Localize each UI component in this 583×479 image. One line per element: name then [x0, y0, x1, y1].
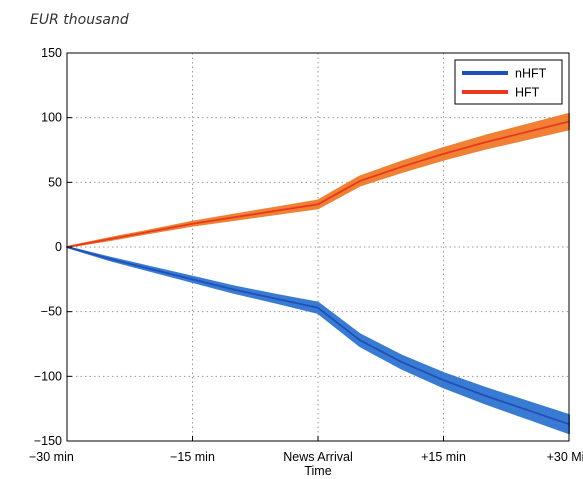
legend: nHFT HFT: [454, 59, 563, 105]
x-tick-label: +15 min: [421, 450, 466, 464]
unit-label: EUR thousand: [30, 12, 129, 28]
y-tick-label: 0: [55, 240, 62, 254]
y-tick-label: 50: [48, 175, 62, 189]
x-tick-label: −30 min: [29, 450, 74, 464]
x-tick-label: +30 Min: [547, 450, 583, 464]
axes: [66, 52, 570, 442]
y-tick-label: 150: [41, 46, 62, 60]
x-tick-label: −15 min: [170, 450, 215, 464]
legend-box: [454, 59, 563, 105]
series-line-nhft: [66, 246, 570, 426]
series-line-hft: [66, 120, 570, 248]
legend-label-hft: HFT: [515, 86, 540, 100]
tick-labels: 150 100 50 0 −50 −100 −150 −30 min −15 min News A…: [29, 46, 583, 478]
legend-label-nhft: nHFT: [515, 67, 547, 81]
axes-frame: [66, 52, 570, 442]
y-tick-label: −50: [41, 305, 62, 319]
series-lines: [66, 120, 570, 426]
y-tick-label: 100: [41, 111, 62, 125]
x-axis-title: Time: [304, 464, 331, 478]
y-tick-label: −150: [34, 434, 62, 448]
y-tick-label: −100: [34, 369, 62, 383]
x-tick-label: News Arrival: [283, 450, 352, 464]
grid-lines: [66, 52, 570, 442]
